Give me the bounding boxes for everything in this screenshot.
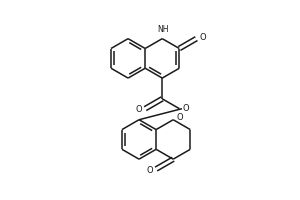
Text: O: O	[199, 33, 206, 42]
Text: O: O	[182, 104, 189, 113]
Text: O: O	[176, 113, 183, 122]
Text: O: O	[147, 166, 153, 175]
Text: O: O	[136, 105, 142, 114]
Text: NH: NH	[157, 25, 169, 34]
